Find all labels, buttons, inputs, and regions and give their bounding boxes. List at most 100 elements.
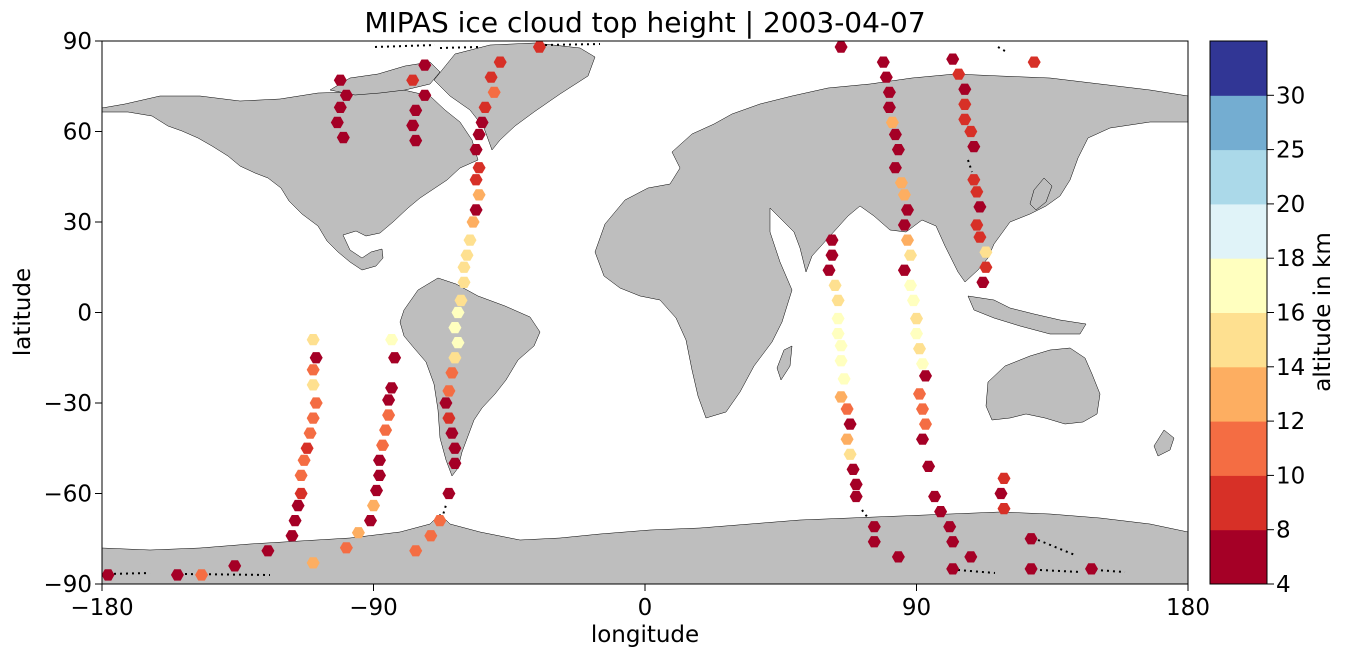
cloud-marker: [382, 394, 396, 406]
cloud-marker: [367, 499, 380, 512]
track-line-6: [997, 46, 1006, 52]
cloud-marker: [994, 487, 1008, 500]
track-line-1: [107, 572, 151, 575]
track-line-8: [1094, 569, 1126, 573]
cloud-marker: [451, 306, 465, 319]
cloud-marker: [409, 545, 423, 557]
cloud-marker: [834, 41, 848, 53]
cloud-marker: [997, 472, 1011, 484]
cloud-marker: [910, 328, 923, 340]
cloud-marker: [442, 487, 456, 500]
x-tick-label: 0: [638, 595, 653, 621]
cloud-marker: [532, 41, 546, 53]
land-south-america: [399, 277, 541, 477]
colorbar-segment: [1210, 149, 1267, 205]
cloud-marker: [493, 56, 507, 68]
x-axis-label: longitude: [591, 622, 699, 648]
cloud-marker: [409, 104, 423, 116]
cloud-marker: [418, 59, 432, 71]
cloud-marker: [1024, 563, 1038, 575]
cloud-marker: [904, 249, 917, 261]
colorbar-segment: [1210, 475, 1267, 531]
cloud-marker: [382, 409, 396, 421]
cloud-marker: [831, 294, 845, 307]
cloud-marker: [228, 560, 242, 572]
cloud-marker: [409, 134, 423, 147]
cloud-marker: [306, 557, 320, 569]
cloud-marker: [463, 234, 477, 246]
cloud-marker: [475, 116, 489, 129]
cloud-marker: [291, 499, 305, 512]
land-japan: [1029, 177, 1053, 211]
cloud-marker: [448, 352, 462, 364]
cloud-marker: [888, 162, 902, 174]
cloud-marker: [288, 515, 302, 527]
cloud-marker: [487, 86, 501, 98]
cloud-marker: [1024, 533, 1038, 545]
cloud-marker: [385, 382, 399, 394]
cloud-marker: [385, 334, 399, 346]
colorbar-tick-label: 16: [1276, 301, 1305, 327]
cloud-marker: [828, 279, 842, 291]
cloud-marker: [297, 454, 311, 466]
colorbar: 4 8 10 12 14 16 18 20 25 30: [1209, 40, 1305, 598]
cloud-marker: [958, 83, 972, 95]
colorbar-segment: [1210, 203, 1267, 259]
cloud-marker: [442, 385, 456, 397]
y-tick-label: 90: [63, 29, 92, 55]
cloud-marker: [261, 545, 275, 557]
colorbar-segment: [1210, 366, 1267, 422]
cloud-marker: [979, 246, 993, 258]
cloud-marker: [910, 312, 923, 325]
land-australia: [985, 347, 1101, 425]
cloud-marker: [976, 276, 990, 288]
cloud-marker: [472, 128, 486, 141]
cloud-marker: [907, 294, 920, 307]
colorbar-tick-label: 4: [1276, 572, 1291, 598]
colorbar-label: altitude in km: [1310, 232, 1336, 392]
cloud-marker: [885, 116, 899, 129]
cloud-marker: [888, 128, 902, 141]
cloud-marker: [466, 216, 480, 228]
cloud-marker: [843, 418, 857, 430]
cloud-marker: [433, 515, 447, 527]
cloud-marker: [469, 204, 483, 216]
cloud-marker: [834, 355, 848, 367]
cloud-marker: [195, 569, 209, 581]
cloud-marker: [1027, 56, 1041, 68]
cloud-marker: [882, 86, 896, 98]
cloud-marker: [970, 186, 984, 198]
cloud-marker: [294, 487, 308, 500]
x-axis-ticks: −180 −90 0 90 180: [70, 584, 1210, 621]
cloud-marker: [904, 279, 917, 291]
cloud-marker: [973, 201, 987, 213]
cloud-marker: [901, 204, 914, 216]
land-arctic-islands: [329, 61, 441, 96]
cloud-marker: [300, 442, 314, 454]
track-line-2: [184, 573, 271, 576]
y-tick-label: 60: [63, 120, 92, 146]
colorbar-segment: [1210, 95, 1267, 151]
cloud-marker: [376, 439, 390, 451]
cloud-marker: [897, 264, 911, 276]
cloud-marker: [973, 231, 987, 243]
cloud-marker: [943, 521, 957, 533]
cloud-marker: [448, 457, 462, 469]
colorbar-segment: [1210, 258, 1267, 313]
cloud-marker: [442, 412, 456, 424]
cloud-marker: [448, 442, 462, 454]
cloud-marker: [170, 569, 184, 581]
cloud-marker: [916, 433, 929, 445]
cloud-marker: [843, 448, 857, 460]
cloud-marker: [879, 71, 893, 83]
track-line-11: [967, 159, 973, 173]
cloud-marker: [882, 101, 896, 113]
cloud-marker: [364, 515, 377, 527]
cloud-marker: [891, 144, 905, 156]
cloud-marker: [333, 101, 347, 113]
cloud-marker: [867, 536, 881, 548]
cloud-marker: [445, 427, 459, 439]
colorbar-segment: [1210, 41, 1267, 96]
x-tick-label: −180: [70, 595, 133, 621]
cloud-marker: [484, 71, 498, 83]
